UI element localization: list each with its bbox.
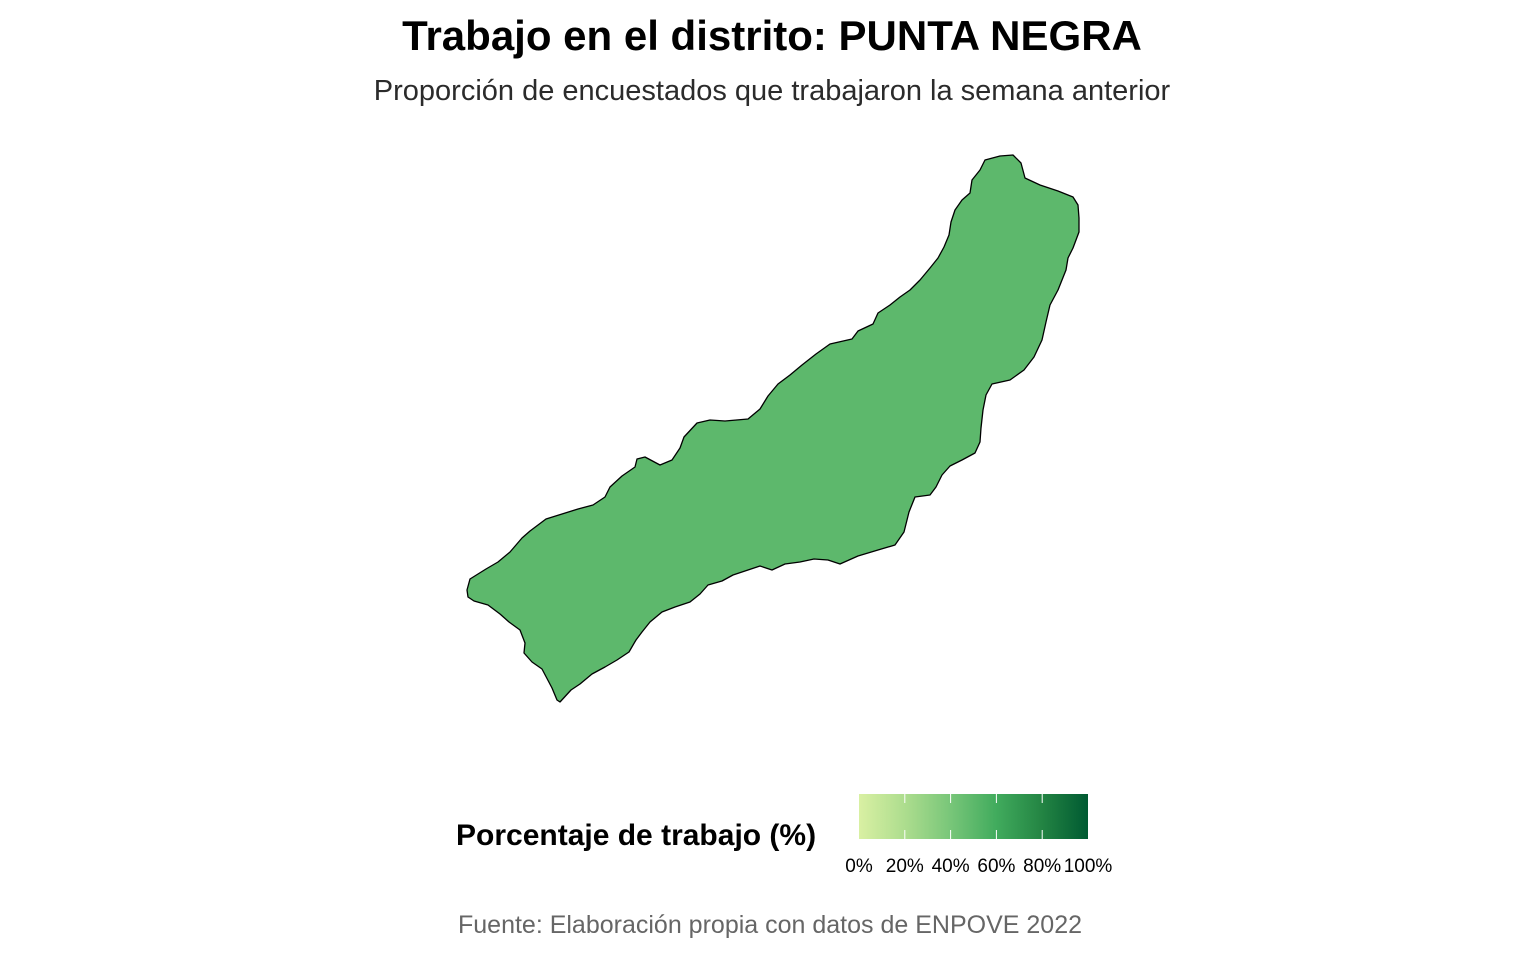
chart-title: Trabajo en el distrito: PUNTA NEGRA [402,12,1142,59]
legend-colorbar-fill [859,794,1088,839]
legend-tick-label: 20% [885,856,924,877]
legend-tick-marks [904,794,1043,839]
source-caption: Fuente: Elaboración propia con datos de … [457,911,1082,939]
legend-colorbar [859,794,1088,839]
chart-subtitle: Proporción de encuestados que trabajaron… [373,75,1171,107]
legend-tick-label: 0% [845,856,873,877]
legend-tick-label: 40% [931,856,970,877]
legend-title: Porcentaje de trabajo (%) [456,819,817,852]
district-region-punta-negra [466,154,1080,703]
legend-tick-label: 100% [1063,856,1113,877]
legend-tick-label: 60% [977,856,1016,877]
legend-tick-label: 80% [1023,856,1062,877]
